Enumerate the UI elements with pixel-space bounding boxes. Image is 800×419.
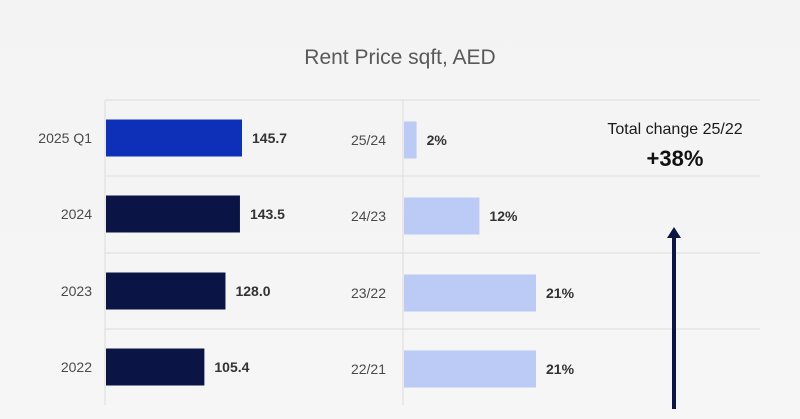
- total-change-value: +38%: [647, 146, 704, 171]
- price-bar: [106, 195, 240, 233]
- change-bar: [404, 197, 480, 235]
- change-bar: [404, 274, 536, 312]
- category-label: 2024: [61, 206, 92, 222]
- total-change-label: Total change 25/22: [607, 121, 742, 138]
- chart-title: Rent Price sqft, AED: [304, 46, 496, 69]
- price-value-label: 128.0: [235, 283, 270, 299]
- change-value-label: 12%: [489, 208, 518, 224]
- price-bars: 2025 Q1 145.7 2024 143.5 2023 128.0 2022 105.4: [38, 119, 287, 386]
- total-change-callout: Total change 25/22 +38%: [607, 121, 742, 171]
- period-label: 24/23: [351, 208, 386, 224]
- price-value-label: 145.7: [252, 130, 287, 146]
- price-bar: [106, 348, 205, 386]
- period-label: 25/24: [351, 132, 386, 148]
- change-bar: [404, 350, 536, 388]
- price-bar: [106, 119, 242, 157]
- price-bar: [106, 272, 226, 310]
- category-label: 2023: [61, 283, 92, 299]
- price-value-label: 105.4: [214, 359, 249, 375]
- change-bar: [404, 121, 417, 159]
- period-label: 23/22: [351, 285, 386, 301]
- grid-lines: [104, 99, 760, 405]
- period-label: 22/21: [351, 361, 386, 377]
- change-value-label: 21%: [546, 285, 575, 301]
- change-value-label: 21%: [546, 361, 575, 377]
- growth-arrow-head: [667, 227, 681, 238]
- category-label: 2022: [61, 359, 92, 375]
- growth-arrow: [667, 227, 681, 409]
- price-value-label: 143.5: [250, 206, 285, 222]
- change-value-label: 2%: [427, 132, 448, 148]
- category-label: 2025 Q1: [38, 130, 92, 146]
- change-bars: 25/24 2% 24/23 12% 23/22 21% 22/21 21%: [351, 121, 575, 388]
